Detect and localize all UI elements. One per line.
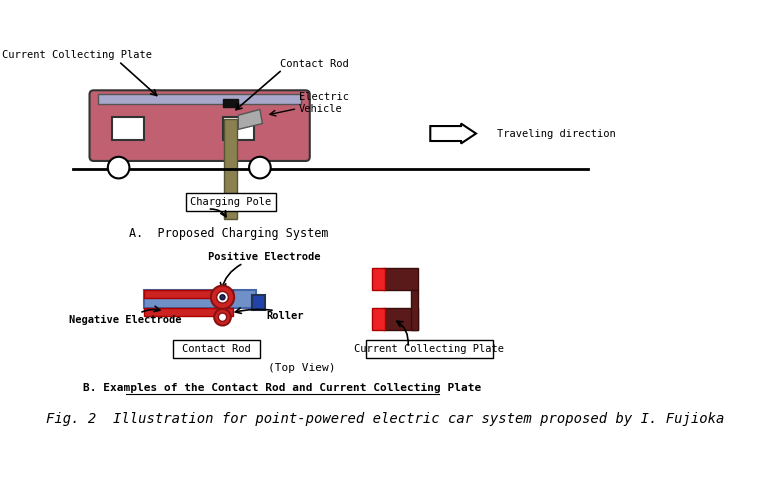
- Text: Roller: Roller: [266, 311, 303, 321]
- Text: Traveling direction: Traveling direction: [497, 128, 615, 138]
- Text: Current Collecting Plate: Current Collecting Plate: [2, 50, 152, 60]
- Bar: [252, 295, 265, 310]
- Bar: [144, 308, 233, 317]
- Circle shape: [220, 295, 225, 300]
- Text: Fig. 2  Illustration for point-powered electric car system proposed by I. Fujiok: Fig. 2 Illustration for point-powered el…: [46, 412, 725, 426]
- FancyBboxPatch shape: [174, 340, 260, 358]
- Bar: [98, 94, 302, 104]
- FancyBboxPatch shape: [186, 193, 276, 211]
- Bar: [223, 99, 238, 107]
- Text: Electric
Vehicle: Electric Vehicle: [299, 92, 349, 114]
- Bar: [144, 290, 233, 298]
- Bar: [411, 290, 418, 330]
- Text: Charging Pole: Charging Pole: [190, 197, 271, 206]
- Bar: [223, 117, 254, 140]
- Bar: [372, 308, 386, 330]
- FancyArrow shape: [430, 124, 476, 144]
- Text: B. Examples of the Contact Rod and Current Collecting Plate: B. Examples of the Contact Rod and Curre…: [83, 383, 482, 393]
- Text: Contact Rod: Contact Rod: [182, 344, 251, 354]
- Bar: [112, 117, 144, 140]
- Circle shape: [108, 157, 130, 178]
- Polygon shape: [238, 109, 263, 129]
- Circle shape: [211, 285, 234, 309]
- Text: Negative Electrode: Negative Electrode: [69, 315, 181, 325]
- Circle shape: [217, 291, 228, 303]
- Text: Positive Electrode: Positive Electrode: [208, 251, 320, 262]
- Text: Contact Rod: Contact Rod: [280, 59, 349, 68]
- Bar: [383, 268, 418, 290]
- Text: A.  Proposed Charging System: A. Proposed Charging System: [129, 227, 329, 240]
- FancyBboxPatch shape: [366, 340, 492, 358]
- Bar: [372, 268, 386, 290]
- Circle shape: [218, 313, 227, 321]
- Circle shape: [214, 309, 231, 326]
- Text: Current Collecting Plate: Current Collecting Plate: [355, 344, 505, 354]
- FancyBboxPatch shape: [90, 91, 310, 161]
- Text: (Top View): (Top View): [268, 363, 335, 373]
- Bar: [383, 308, 418, 330]
- Bar: [144, 290, 256, 308]
- Bar: [224, 119, 237, 219]
- Circle shape: [249, 157, 270, 178]
